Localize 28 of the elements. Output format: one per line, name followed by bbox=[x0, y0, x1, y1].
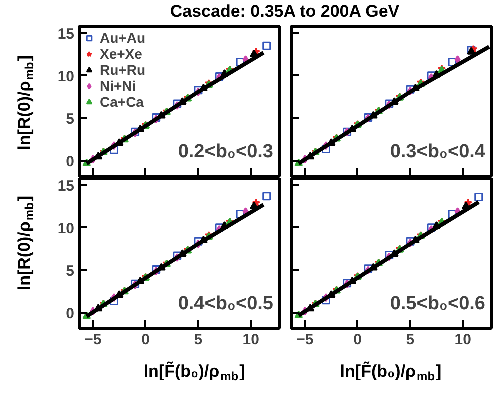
annotation: 0.3<b₀<0.4 bbox=[390, 142, 486, 162]
legend-label: Au+Au bbox=[100, 30, 146, 46]
y-tick-label: 15 bbox=[58, 178, 75, 195]
x-tick-label: −5 bbox=[84, 332, 102, 348]
legend-label: Xe+Xe bbox=[100, 46, 142, 62]
legend-label: Ru+Ru bbox=[100, 62, 146, 78]
annotation: 0.2<b₀<0.3 bbox=[178, 142, 274, 162]
y-tick-label: 5 bbox=[66, 263, 74, 280]
x-tick-label: 5 bbox=[406, 332, 415, 348]
x-tick-label: 10 bbox=[242, 332, 260, 348]
x-tick-label: −5 bbox=[296, 332, 314, 348]
x-tick-label: 0 bbox=[142, 332, 150, 348]
y-tick-label: 10 bbox=[58, 68, 75, 86]
x-tick-label: 0 bbox=[354, 332, 362, 348]
legend-label: Ca+Ca bbox=[100, 94, 144, 110]
y-tick-label: 0 bbox=[66, 154, 74, 171]
y-tick-label: 10 bbox=[58, 220, 75, 238]
y-axis-title: ln[R(0)/ρmb] bbox=[15, 56, 36, 150]
y-tick-label: 5 bbox=[66, 111, 74, 128]
annotation: 0.4<b₀<0.5 bbox=[178, 294, 274, 314]
x-tick-label: 10 bbox=[454, 332, 472, 348]
chart-title: Cascade: 0.35A to 200A GeV bbox=[170, 1, 400, 23]
y-tick-label: 0 bbox=[66, 306, 74, 323]
y-axis-title: ln[R(0)/ρmb] bbox=[15, 196, 36, 291]
annotation: 0.5<b₀<0.6 bbox=[390, 294, 486, 314]
x-tick-label: 5 bbox=[194, 332, 203, 348]
y-tick-label: 15 bbox=[58, 26, 75, 43]
legend-label: Ni+Ni bbox=[100, 78, 136, 94]
